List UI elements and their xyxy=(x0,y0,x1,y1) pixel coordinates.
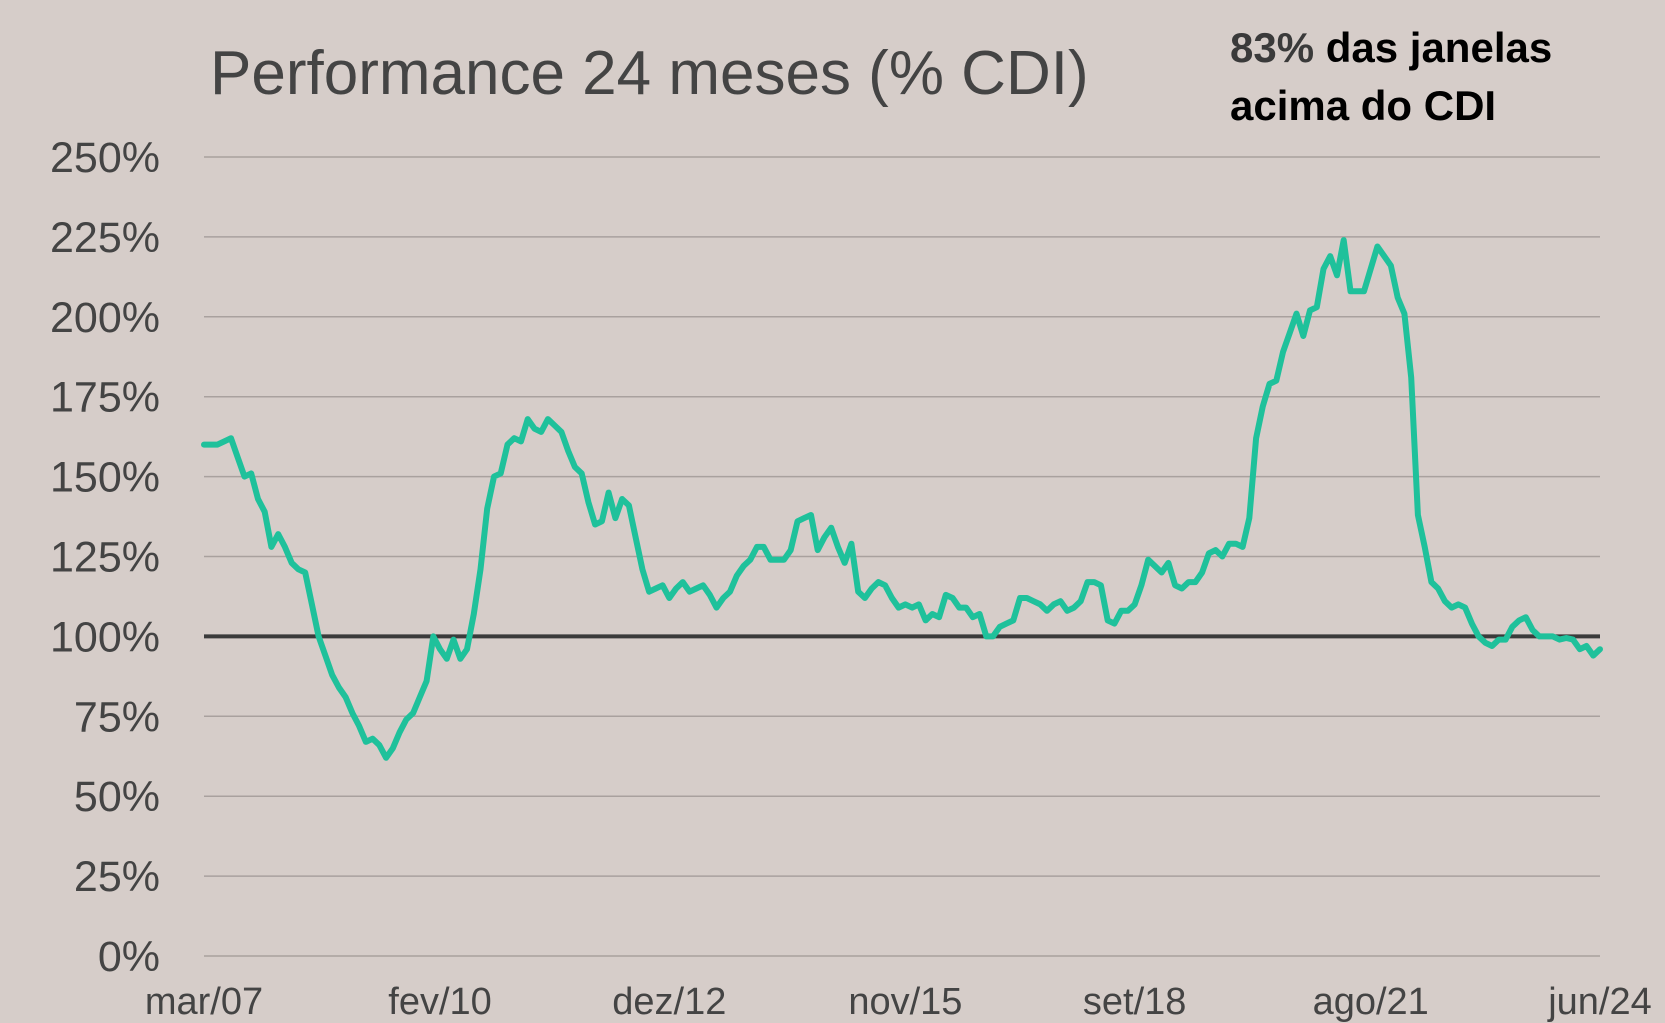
y-tick-label: 50% xyxy=(74,773,160,821)
y-tick-label: 125% xyxy=(50,534,160,582)
x-tick-label: set/18 xyxy=(1083,981,1187,1023)
x-tick-label: jun/24 xyxy=(1547,981,1652,1023)
y-tick-label: 250% xyxy=(50,134,160,182)
data-line xyxy=(201,237,1603,761)
annotation: 83% das janelas xyxy=(1230,24,1552,71)
x-tick-label: ago/21 xyxy=(1313,981,1429,1023)
y-tick-label: 200% xyxy=(50,294,160,342)
annotation-text: acima do CDI xyxy=(1230,82,1496,129)
x-tick-label: dez/12 xyxy=(612,981,726,1023)
y-tick-label: 100% xyxy=(50,613,160,661)
y-tick-label: 225% xyxy=(50,214,160,262)
x-tick-label: fev/10 xyxy=(388,981,492,1023)
x-tick-label: mar/07 xyxy=(145,981,263,1023)
chart-title: Performance 24 meses (% CDI) xyxy=(210,39,1089,108)
annotation-highlight: 83% xyxy=(1230,24,1314,71)
annotation-text: das janelas xyxy=(1326,24,1552,71)
y-tick-label: 175% xyxy=(50,374,160,422)
y-tick-label: 150% xyxy=(50,454,160,502)
x-tick-label: nov/15 xyxy=(848,981,962,1023)
y-tick-label: 25% xyxy=(74,853,160,901)
y-tick-label: 75% xyxy=(74,693,160,741)
y-tick-label: 0% xyxy=(98,933,160,981)
